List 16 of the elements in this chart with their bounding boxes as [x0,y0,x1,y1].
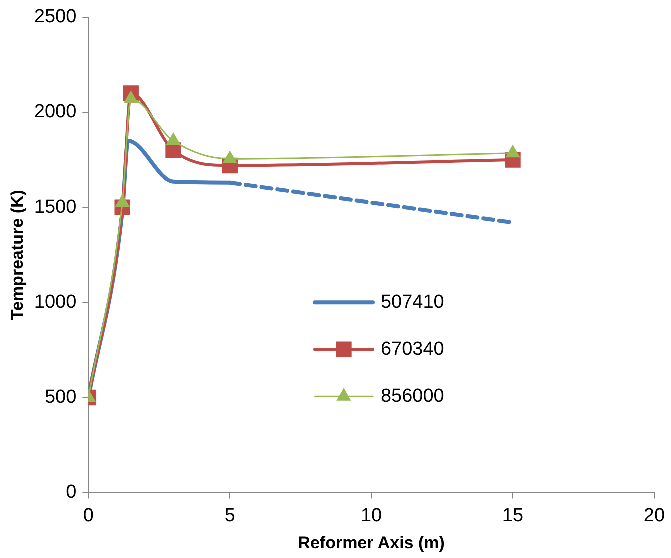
x-tick-label: 10 [360,505,382,526]
y-axis-title: Tempreature (K) [8,190,27,320]
x-axis-title: Reformer Axis (m) [298,533,445,552]
x-tick-label: 20 [644,505,666,526]
legend-label: 507410 [380,292,444,313]
x-tick-label: 0 [83,505,94,526]
y-tick-label: 500 [44,386,77,408]
legend-label: 856000 [380,386,444,407]
x-tick-label: 15 [502,505,524,526]
y-tick-label: 1000 [34,292,77,313]
y-tick-label: 0 [66,482,77,504]
legend-label: 670340 [380,338,444,360]
y-tick-label: 2500 [34,6,77,28]
x-tick-label: 5 [224,505,236,526]
y-tick-label: 1500 [34,196,77,218]
y-tick-label: 2000 [34,102,77,123]
